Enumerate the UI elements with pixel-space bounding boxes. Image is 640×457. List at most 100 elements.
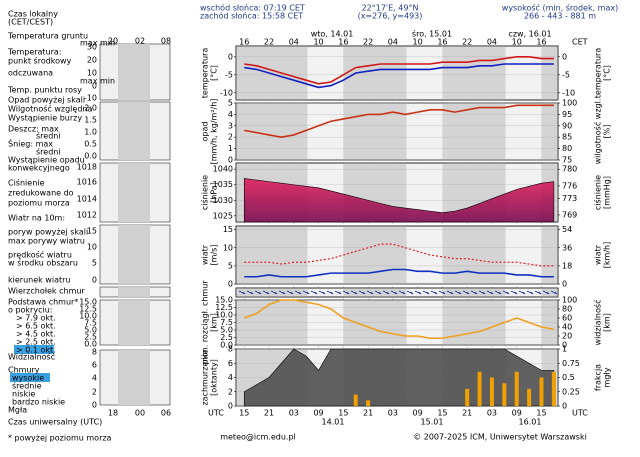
series-line (244, 104, 554, 139)
label: zachmurzenie (201, 349, 210, 405)
label: UTC (572, 409, 588, 418)
label: 10 (313, 38, 323, 47)
wind-arrow (542, 290, 550, 295)
label: max porywy wiatru (8, 237, 85, 246)
label: 1035 (213, 180, 233, 189)
label: 75 (562, 156, 572, 165)
wind-arrow (422, 290, 430, 295)
label: 6 (92, 361, 97, 370)
label: średnie (12, 381, 42, 391)
label: 0 (562, 341, 567, 350)
label: średni (36, 131, 61, 141)
label: temperatura (594, 48, 603, 99)
label: > 7.9 okt. (16, 314, 56, 323)
night-band (541, 46, 558, 100)
label: 10.0 (79, 312, 97, 321)
label: [km/h] (603, 242, 612, 268)
label: 0 (228, 156, 233, 165)
label: 0 (92, 401, 97, 410)
label: > 0.1 okt. (16, 346, 56, 355)
label: [°C] (210, 65, 219, 81)
label: 22 (363, 38, 373, 47)
night-band (343, 226, 407, 284)
mini-night (118, 300, 150, 345)
series-area (243, 178, 555, 223)
series-line (244, 243, 554, 267)
label: Temperatura gruntu (7, 32, 88, 41)
mini-night (118, 287, 150, 297)
wind-arrow (294, 290, 302, 295)
mini-night (118, 44, 150, 100)
label: 15.0 (215, 296, 233, 305)
label: 1.5 (84, 116, 97, 125)
label: 36 (562, 243, 572, 252)
label: 95 (562, 110, 572, 119)
label: ciśnienie (200, 175, 210, 210)
label: 16 (536, 38, 546, 47)
label: 0.0 (84, 152, 97, 161)
label: 16 (239, 38, 249, 47)
mini-night (118, 225, 150, 284)
label: 0.75 (562, 359, 580, 368)
header-text: wschód słońca: 07:19 CET (200, 3, 305, 13)
label: wilgotność wzgl. (593, 99, 603, 165)
night-band (343, 288, 407, 297)
label: 5.0 (220, 326, 233, 335)
wind-arrow (286, 290, 294, 295)
label: 0.0 (84, 340, 97, 349)
wind-arrow (342, 290, 350, 295)
wind-arrow (446, 290, 454, 295)
label: 10 (223, 243, 233, 252)
label: 09 (413, 409, 423, 418)
wind-arrow (494, 290, 502, 295)
label: 10 (413, 38, 423, 47)
label: Czas lokalny (8, 10, 58, 19)
night-band (236, 288, 308, 297)
bar (527, 388, 532, 406)
label: 12.5 (79, 305, 97, 314)
label: 54 (562, 225, 572, 234)
label: 09 (313, 409, 323, 418)
label: 8 (228, 345, 233, 354)
label: wiatr (594, 244, 603, 265)
label: 7.5 (220, 318, 233, 327)
label: Czas uniwersalny (UTC) (8, 418, 102, 427)
label: ciśnienie (593, 175, 603, 210)
label: 10 (87, 243, 97, 252)
label: temperatura (201, 48, 210, 99)
label: 22 (462, 38, 472, 47)
label: 1.0 (84, 128, 97, 137)
wind-arrow (550, 290, 558, 295)
label: 20 (87, 56, 97, 65)
label: 06 (161, 409, 171, 418)
label: 4 (228, 373, 233, 382)
label: -10 (220, 88, 233, 97)
wind-arrow (414, 290, 422, 295)
label: 22 (264, 38, 274, 47)
label: 2.5 (220, 333, 233, 342)
label: Śnieg: max (8, 138, 53, 149)
label: 1016 (77, 178, 97, 187)
label: 8 (92, 348, 97, 357)
label: 09 (512, 409, 522, 418)
night-band (343, 103, 407, 160)
label: Widzialność (8, 352, 55, 362)
label: widzialność (593, 300, 603, 346)
mini-night (118, 350, 150, 405)
label: 2.5 (84, 333, 97, 342)
label: Temperatura: (7, 48, 62, 57)
label: [m/s] (210, 245, 219, 266)
label: 2.0 (84, 104, 97, 113)
label: 03 (388, 409, 398, 418)
bar (514, 371, 519, 406)
label: [mm/h, kg/m²/h] (210, 99, 219, 165)
label: 15 (437, 409, 447, 418)
label: Wystąpienie burzy (8, 114, 82, 123)
night-band (442, 226, 506, 284)
bar (551, 371, 556, 406)
label: 16.01 (519, 418, 542, 427)
label: 5 (228, 99, 233, 108)
label: 18 (108, 409, 118, 418)
label: 15 (338, 409, 348, 418)
label: 15 (239, 409, 249, 418)
